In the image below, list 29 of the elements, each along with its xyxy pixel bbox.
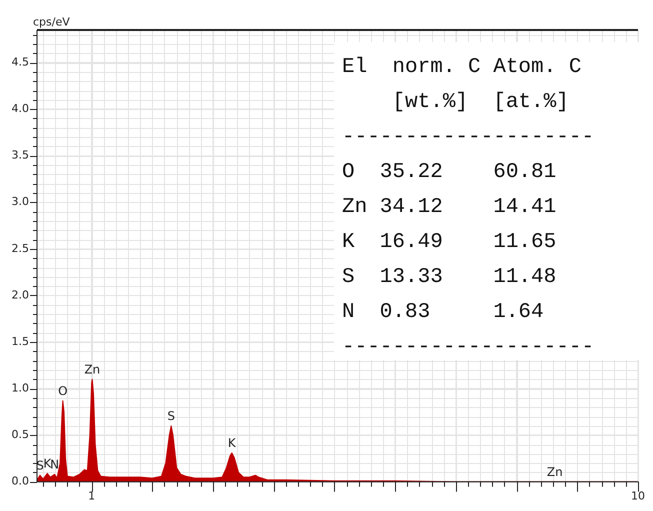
annotation: El norm. C Atom. C xyxy=(342,56,582,79)
annotation: S 13.33 11.48 xyxy=(342,266,556,289)
annotation: K xyxy=(228,436,237,450)
x-tick-label: 1 xyxy=(88,489,96,502)
annotation: Zn 34.12 14.41 xyxy=(342,196,556,219)
y-tick-label: 4.0 xyxy=(12,102,29,116)
annotation: K 16.49 11.65 xyxy=(342,231,556,254)
y-tick-label: 1.0 xyxy=(12,382,29,395)
y-tick-label: 3.5 xyxy=(12,148,29,162)
annotation: [wt.%] [at.%] xyxy=(392,91,569,114)
annotation: -------------------- xyxy=(342,336,594,359)
annotation: O xyxy=(58,384,68,398)
annotation: Zn xyxy=(84,362,100,376)
y-tick-label: 0.0 xyxy=(12,474,29,488)
annotation: Zn xyxy=(546,464,563,479)
y-tick-label: 0.5 xyxy=(12,428,29,442)
annotation: N xyxy=(50,457,60,472)
y-tick-label: 2.5 xyxy=(12,242,29,255)
x-tick-label: 10 xyxy=(631,489,645,502)
annotation: N 0.83 1.64 xyxy=(342,301,544,324)
y-tick-label: 3.0 xyxy=(12,195,29,208)
annotation: K xyxy=(43,456,52,471)
annotation: O 35.22 60.81 xyxy=(342,161,556,184)
y-tick-label: 4.5 xyxy=(12,55,29,68)
annotation: -------------------- xyxy=(342,126,594,149)
y-tick-label: 2.0 xyxy=(12,288,29,302)
y-axis-title: cps/eV xyxy=(33,15,70,28)
y-tick-label: 1.5 xyxy=(12,334,29,348)
annotation: S xyxy=(167,409,175,424)
